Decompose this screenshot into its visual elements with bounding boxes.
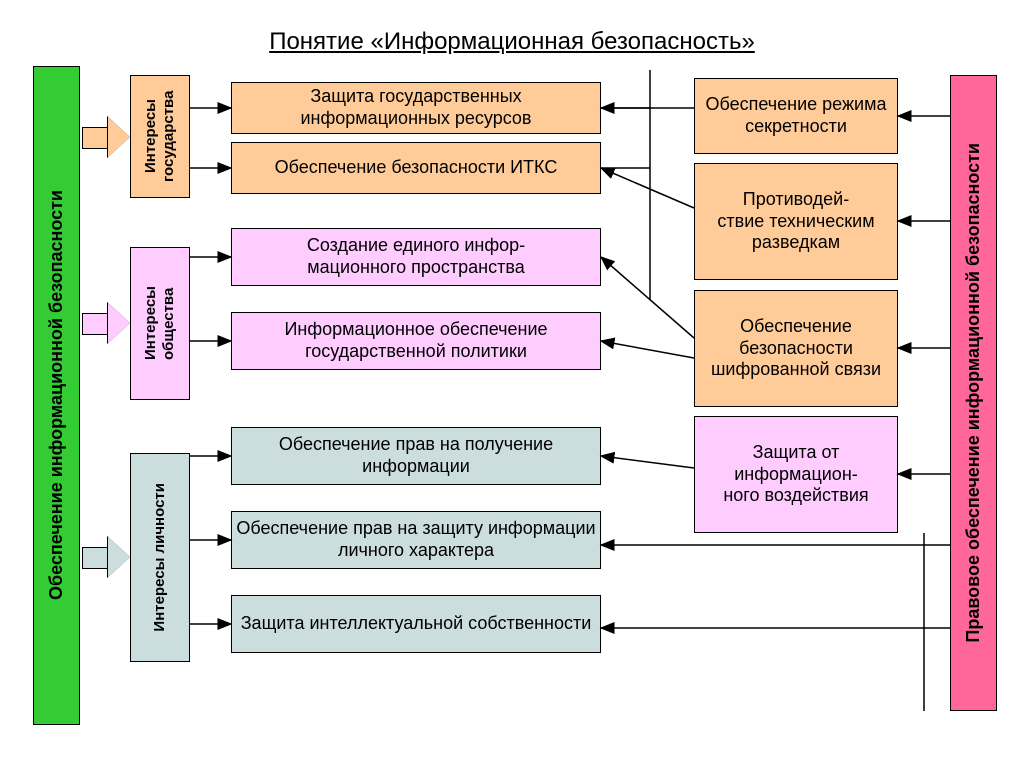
center-box-0: Защита государственных информационных ре… xyxy=(231,82,601,134)
group-box-1: Интересы общества xyxy=(130,247,190,400)
group-box-2: Интересы личности xyxy=(130,453,190,662)
group-label-0: Интересы государства xyxy=(142,80,178,193)
center-box-2: Создание единого инфор- мационного прост… xyxy=(231,228,601,286)
center-box-5: Обеспечение прав на защиту информации ли… xyxy=(231,511,601,569)
right-box-3: Защита от информацион- ного воздействия xyxy=(694,416,898,533)
center-box-3: Информационное обеспечение государственн… xyxy=(231,312,601,370)
group-label-2: Интересы личности xyxy=(151,483,169,632)
big-arrow-0 xyxy=(82,117,130,157)
group-label-1: Интересы общества xyxy=(142,252,178,395)
diagram-title: Понятие «Информационная безопасность» xyxy=(269,28,755,56)
right-box-1: Противодей- ствие техническим разведкам xyxy=(694,163,898,280)
right-box-2: Обеспечение безопасности шифрованной свя… xyxy=(694,290,898,407)
center-box-4: Обеспечение прав на получение информации xyxy=(231,427,601,485)
big-arrow-2 xyxy=(82,537,130,577)
big-arrow-1 xyxy=(82,303,130,343)
right-bar: Правовое обеспечение информационной безо… xyxy=(950,75,997,711)
right-box-0: Обеспечение режима секретности xyxy=(694,78,898,154)
center-box-1: Обеспечение безопасности ИТКС xyxy=(231,142,601,194)
right-bar-label: Правовое обеспечение информационной безо… xyxy=(963,143,985,643)
group-box-0: Интересы государства xyxy=(130,75,190,198)
center-box-6: Защита интеллектуальной собственности xyxy=(231,595,601,653)
left-bar: Обеспечение информационной безопасности xyxy=(33,66,80,725)
left-bar-label: Обеспечение информационной безопасности xyxy=(46,190,68,600)
